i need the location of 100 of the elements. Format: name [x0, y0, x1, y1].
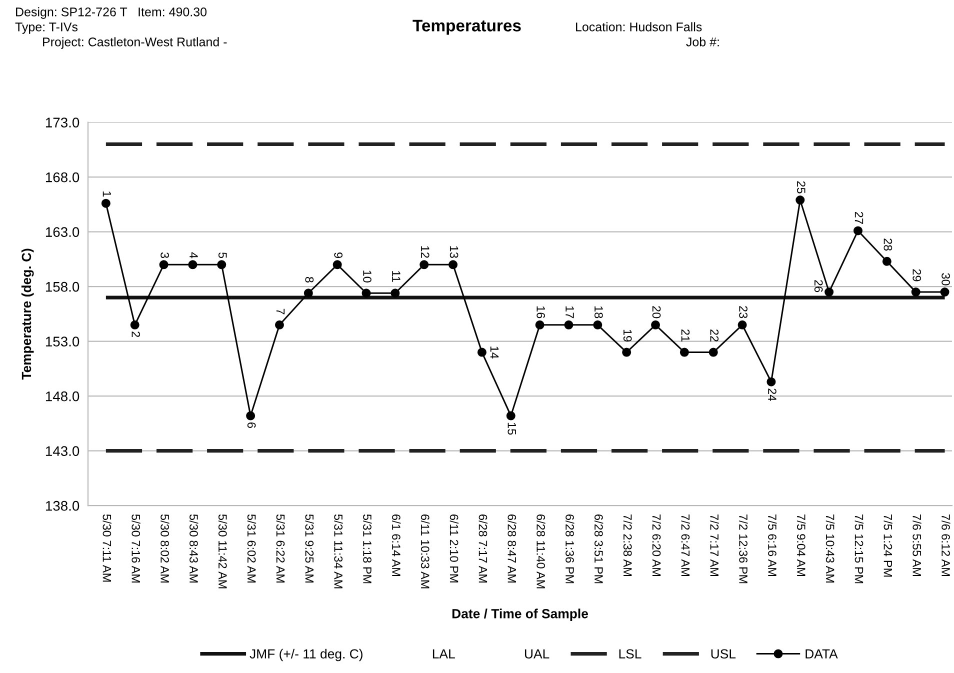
x-tick-label: 5/31 6:02 AM — [247, 514, 256, 583]
point — [362, 288, 371, 298]
annotation: 28 — [884, 238, 892, 251]
point — [882, 256, 892, 266]
x-tick-label: 5/31 11:34 AM — [334, 514, 343, 588]
x-tick-label: 5/31 6:22 AM — [276, 514, 285, 583]
point — [274, 320, 284, 330]
point — [911, 288, 920, 297]
x-tick-label: 7/5 1:24 PM — [884, 514, 892, 577]
annotation: 30 — [942, 273, 950, 286]
x-tick-label: 6/28 1:36 PM — [566, 514, 574, 584]
point — [159, 260, 168, 270]
y-tick-label: 143.0 — [46, 446, 80, 456]
y-tick-label: 158.0 — [46, 282, 80, 292]
annotation: 16 — [536, 306, 546, 318]
point — [796, 196, 805, 205]
text: UAL — [524, 649, 550, 659]
x-tick-label: 7/2 6:47 AM — [681, 514, 690, 576]
point — [448, 260, 458, 270]
x-tick-label: 5/31 1:18 PM — [363, 514, 372, 584]
point — [564, 320, 574, 330]
annotation: 6 — [247, 422, 256, 428]
annotation: 29 — [912, 269, 922, 282]
point — [593, 320, 602, 330]
x-tick-label: 5/30 8:02 AM — [160, 514, 170, 583]
annotation: 21 — [681, 330, 690, 342]
point — [622, 348, 632, 357]
x-tick-label: 7/2 2:38 AM — [623, 514, 632, 576]
annotation: 24 — [768, 388, 776, 401]
point — [246, 411, 256, 420]
point — [506, 411, 516, 420]
x-tick-label: 7/5 6:16 AM — [768, 514, 777, 576]
x-tick-label: 6/1 6:14 AM — [392, 514, 401, 576]
text: Design: SP12-726 T Item: 490.30 — [16, 7, 207, 19]
point — [332, 260, 342, 270]
x-tick-label: 6/28 3:51 PM — [594, 514, 604, 584]
point — [680, 348, 689, 357]
point — [304, 288, 313, 298]
x-tick-label: 6/11 10:33 AM — [420, 514, 430, 588]
point — [188, 260, 198, 270]
y-tick-label: 148.0 — [46, 391, 80, 402]
y-tick-label: 163.0 — [46, 227, 80, 237]
x-tick-label: 7/5 9:04 AM — [796, 514, 806, 576]
y-tick-label: 173.0 — [46, 118, 80, 128]
x-tick-label: 5/31 9:25 AM — [305, 514, 314, 583]
annotation: 8 — [305, 276, 314, 283]
annotation: 14 — [490, 346, 499, 358]
point — [101, 198, 110, 208]
x-tick-label: 5/30 7:16 AM — [132, 514, 140, 583]
point — [708, 348, 718, 357]
legend-label: DATA — [806, 649, 838, 658]
x-tick-label: 7/6 5:55 AM — [912, 514, 922, 576]
x-tick-label: 5/30 11:42 AM — [218, 514, 228, 588]
text: LAL — [432, 649, 455, 658]
x-tick-label: 6/28 11:40 AM — [536, 514, 546, 588]
annotation: 27 — [854, 212, 864, 224]
annotation: 17 — [566, 306, 574, 318]
legend-label: JMF (+/- 11 deg. C) — [250, 648, 362, 662]
x-tick-label: 6/28 8:47 AM — [508, 514, 516, 583]
annotation: 18 — [594, 306, 603, 318]
point — [130, 320, 140, 330]
text: Type: T-IVs — [15, 22, 78, 34]
annotation: 19 — [623, 330, 632, 342]
annotation: 25 — [796, 181, 806, 194]
annotation: 13 — [450, 246, 458, 258]
annotation: 15 — [508, 422, 516, 435]
annotation: 9 — [334, 252, 343, 258]
annotation: 23 — [739, 306, 748, 318]
point — [651, 320, 660, 330]
text: Job #: — [686, 37, 719, 46]
x-tick-label: 7/2 7:17 AM — [710, 514, 719, 576]
x-tick-label: 7/5 10:43 AM — [826, 514, 835, 583]
x-tick-label: 6/11 2:10 PM — [450, 514, 459, 582]
x-tick-label: 5/30 8:43 AM — [190, 514, 198, 583]
annotation: 22 — [710, 330, 719, 342]
annotation: 5 — [218, 252, 227, 258]
legend-label: LSL — [619, 649, 642, 659]
y-tick-label: 138.0 — [46, 500, 80, 511]
x-tick-label: 6/28 7:17 AM — [478, 514, 488, 583]
annotation: 20 — [652, 306, 661, 318]
x-tick-label: 7/6 6:12 AM — [942, 514, 950, 576]
y-tick-label: 168.0 — [46, 172, 80, 182]
point — [420, 260, 429, 270]
point — [824, 288, 834, 297]
text: Project: Castleton-West Rutland - — [43, 37, 227, 49]
annotation: 2 — [132, 332, 140, 337]
annotation: 1 — [102, 192, 112, 197]
point — [535, 320, 544, 330]
chart-title: Temperatures — [412, 20, 521, 35]
x-axis-title: Date / Time of Sample — [452, 608, 588, 621]
annotation: 26 — [814, 280, 823, 292]
x-tick-label: 7/5 12:15 PM — [854, 514, 864, 584]
annotation: 10 — [363, 270, 372, 282]
y-axis-title: Temperature (deg. C) — [21, 248, 34, 380]
point — [390, 288, 400, 298]
annotation: 7 — [276, 308, 285, 314]
y-tick-label: 153.0 — [46, 336, 80, 346]
text: Location: Hudson Falls — [576, 22, 702, 32]
point — [940, 288, 950, 297]
annotation: 3 — [160, 252, 169, 258]
